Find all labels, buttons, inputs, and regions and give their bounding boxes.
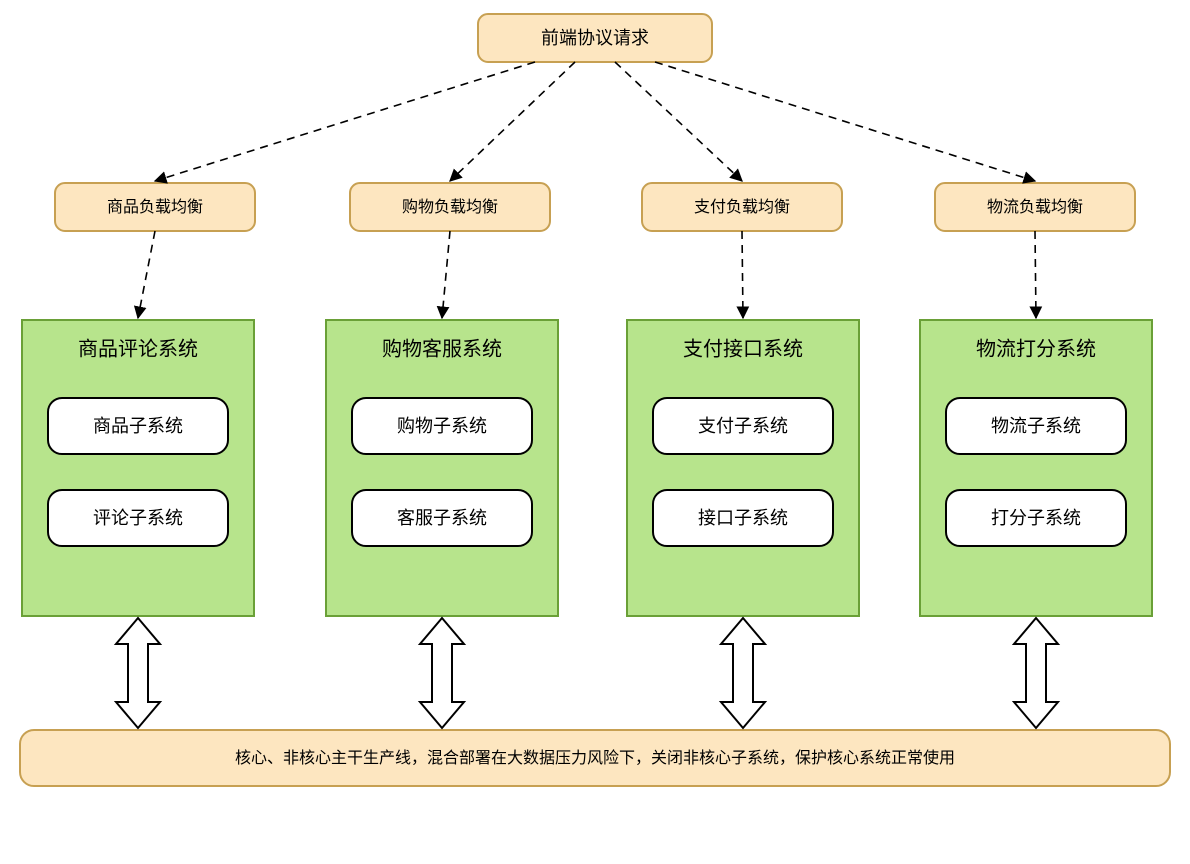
load-balancer-node: 支付负载均衡 (642, 183, 842, 231)
svg-text:购物子系统: 购物子系统 (397, 416, 487, 436)
load-balancer-node: 商品负载均衡 (55, 183, 255, 231)
svg-text:打分子系统: 打分子系统 (991, 508, 1081, 528)
group-title: 支付接口系统 (683, 337, 803, 360)
group-title: 商品评论系统 (78, 337, 198, 360)
dashed-edge (615, 62, 742, 181)
double-arrow (420, 618, 464, 728)
dashed-edge (138, 231, 155, 318)
svg-text:物流负载均衡: 物流负载均衡 (987, 198, 1083, 216)
bottom-bar: 核心、非核心主干生产线，混合部署在大数据压力风险下，关闭非核心子系统，保护核心系… (20, 730, 1170, 786)
svg-text:前端协议请求: 前端协议请求 (541, 28, 649, 48)
svg-text:支付负载均衡: 支付负载均衡 (694, 198, 790, 216)
double-arrow (1014, 618, 1058, 728)
svg-text:商品负载均衡: 商品负载均衡 (107, 198, 203, 216)
double-arrow (721, 618, 765, 728)
svg-text:评论子系统: 评论子系统 (93, 508, 183, 528)
top-node: 前端协议请求 (478, 14, 712, 62)
system-group: 商品评论系统商品子系统评论子系统 (22, 320, 254, 616)
dashed-edge (155, 62, 535, 181)
dashed-edge (1035, 231, 1036, 318)
system-group: 物流打分系统物流子系统打分子系统 (920, 320, 1152, 616)
group-title: 物流打分系统 (976, 337, 1096, 360)
dashed-edge (655, 62, 1035, 181)
svg-text:物流子系统: 物流子系统 (991, 416, 1081, 436)
svg-text:支付子系统: 支付子系统 (698, 416, 788, 436)
svg-text:购物负载均衡: 购物负载均衡 (402, 198, 498, 216)
load-balancer-node: 物流负载均衡 (935, 183, 1135, 231)
svg-text:接口子系统: 接口子系统 (698, 508, 788, 528)
double-arrow (116, 618, 160, 728)
group-title: 购物客服系统 (382, 337, 502, 360)
dashed-edge (450, 62, 575, 181)
load-balancer-node: 购物负载均衡 (350, 183, 550, 231)
dashed-edge (442, 231, 450, 318)
svg-text:商品子系统: 商品子系统 (93, 416, 183, 436)
svg-text:核心、非核心主干生产线，混合部署在大数据压力风险下，关闭非核: 核心、非核心主干生产线，混合部署在大数据压力风险下，关闭非核心子系统，保护核心系… (235, 749, 955, 767)
dashed-edge (742, 231, 743, 318)
system-group: 购物客服系统购物子系统客服子系统 (326, 320, 558, 616)
svg-text:客服子系统: 客服子系统 (397, 508, 487, 528)
system-group: 支付接口系统支付子系统接口子系统 (627, 320, 859, 616)
